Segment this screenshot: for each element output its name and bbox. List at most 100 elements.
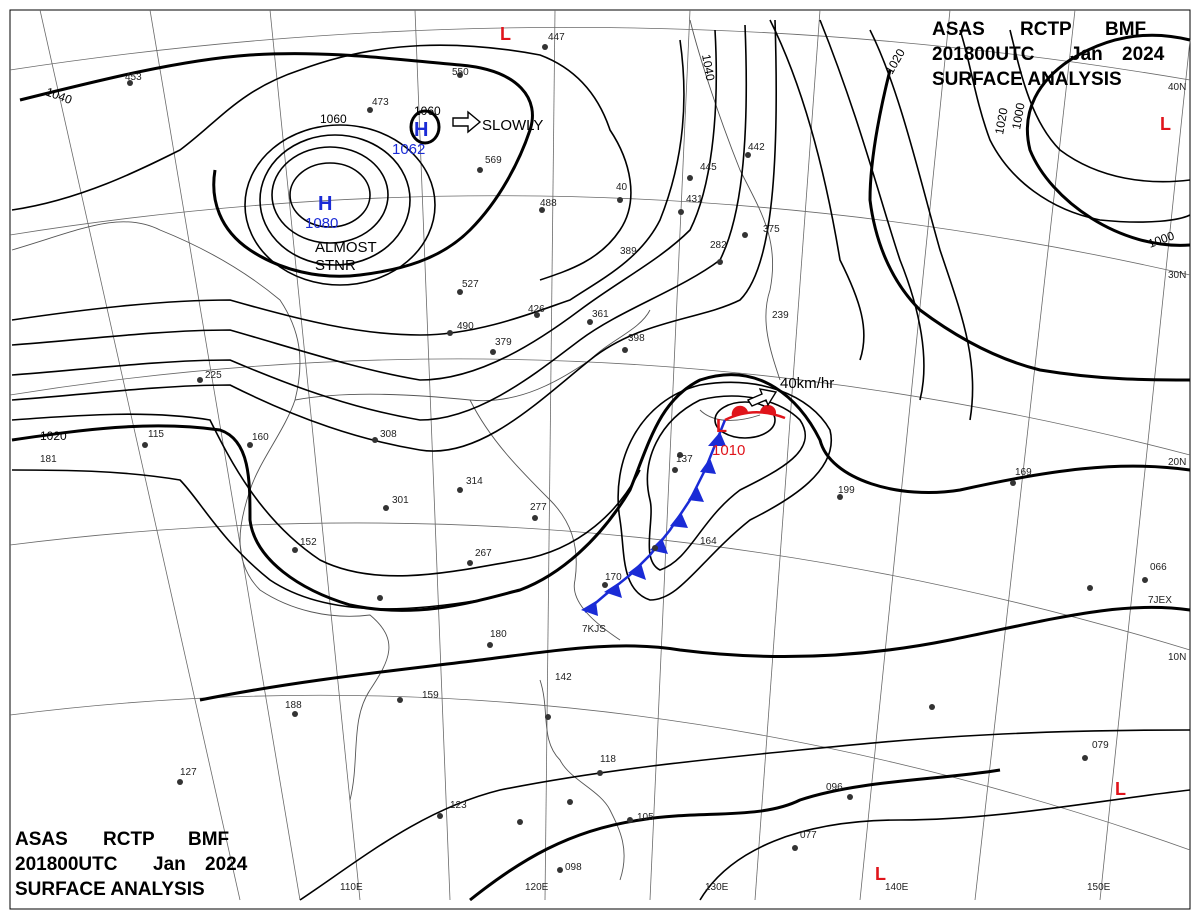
high-center-2: 1060 H 1062 SLOWLY — [392, 104, 543, 158]
station-label: 115 — [148, 429, 164, 440]
station-label: 301 — [392, 495, 409, 506]
station-label: 105 — [637, 812, 654, 823]
station-label: 199 — [838, 485, 855, 496]
station-label: 453 — [125, 72, 142, 83]
station-label: 181 — [40, 454, 57, 465]
header-time: 201800UTC — [932, 44, 1035, 65]
header-station: RCTP — [103, 829, 155, 850]
station-label: 490 — [457, 321, 474, 332]
station-label: 169 — [1015, 467, 1032, 478]
station-label: 098 — [565, 862, 582, 873]
isobar-label: 1020 — [40, 429, 67, 443]
station-markers — [127, 44, 1148, 873]
isobar-label: 1020 — [992, 106, 1010, 135]
header-month: Jan — [153, 854, 186, 875]
high-motion-label: SLOWLY — [482, 117, 543, 134]
station-label: 127 — [180, 767, 197, 778]
station-label: 447 — [548, 32, 565, 43]
header-top: ASAS RCTP BMF 201800UTC Jan 2024 SURFACE… — [932, 19, 1165, 90]
station-label: 152 — [300, 537, 317, 548]
motion-arrows — [452, 110, 778, 407]
header-title: SURFACE ANALYSIS — [932, 69, 1122, 90]
high-pressure-value: 1080 — [305, 215, 338, 232]
longitude-label: 120E — [525, 882, 549, 893]
station-label: 282 — [710, 240, 727, 251]
map-frame — [9, 9, 1191, 910]
longitude-label: 130E — [705, 882, 729, 893]
low-motion-label: 40km/hr — [780, 375, 834, 392]
station-label: 473 — [372, 97, 389, 108]
isobar-label: 1040 — [699, 53, 717, 82]
station-label: 123 — [450, 800, 467, 811]
low-letter: L — [875, 864, 886, 884]
header-year: 2024 — [205, 854, 248, 875]
high-ring-label: 1060 — [414, 104, 441, 118]
station-label: 7KJS — [582, 624, 606, 635]
high-letter: H — [318, 193, 332, 215]
station-label: 160 — [252, 432, 269, 443]
station-label: 239 — [772, 310, 789, 321]
longitude-label: 110E — [340, 882, 363, 893]
low-letter: L — [1115, 779, 1126, 799]
station-label: 442 — [748, 142, 765, 153]
station-label: 7JEX — [1148, 595, 1172, 606]
header-title: SURFACE ANALYSIS — [15, 879, 205, 900]
station-label: 550 — [452, 67, 469, 78]
header-agency: ASAS — [15, 829, 68, 850]
station-label: 488 — [540, 198, 557, 209]
parallels — [9, 26, 1191, 851]
station-label: 527 — [462, 279, 479, 290]
station-label: 398 — [628, 333, 645, 344]
cold-front — [581, 419, 727, 616]
low-pressure-value: 1010 — [712, 442, 745, 459]
high-pressure-value: 1062 — [392, 141, 425, 158]
station-labels: 447 453 550 473 569 488 40 431 445 442 375 389 282 52… — [40, 32, 1172, 873]
header-code: BMF — [1105, 19, 1146, 40]
header-month: Jan — [1070, 44, 1103, 65]
station-label: 40 — [616, 182, 628, 193]
station-label: 426 — [528, 304, 545, 315]
warm-front — [724, 404, 786, 422]
header-bottom: ASAS RCTP BMF 201800UTC Jan 2024 SURFACE… — [15, 829, 248, 900]
isobar-label: 1060 — [320, 112, 347, 126]
station-label: 389 — [620, 246, 637, 257]
header-time: 201800UTC — [15, 854, 118, 875]
station-label: 066 — [1150, 562, 1167, 573]
longitude-label: 140E — [885, 882, 909, 893]
station-label: 379 — [495, 337, 512, 348]
station-label: 375 — [763, 224, 780, 235]
header-year: 2024 — [1122, 44, 1165, 65]
latitude-label: 10N — [1168, 652, 1186, 663]
station-label: 164 — [700, 536, 717, 547]
header-code: BMF — [188, 829, 229, 850]
low-center-main: L 1010 40km/hr — [712, 375, 834, 459]
meridians — [39, 9, 1191, 901]
latitude-label: 20N — [1168, 457, 1186, 468]
high-center-1: H 1080 ALMOST STNR — [305, 193, 377, 274]
header-agency: ASAS — [932, 19, 985, 40]
station-label: 118 — [600, 754, 616, 765]
station-label: 077 — [800, 830, 817, 841]
isobars — [11, 19, 1191, 902]
isobar-label: 1000 — [1009, 101, 1027, 130]
station-label: 361 — [592, 309, 609, 320]
station-label: 142 — [555, 672, 572, 683]
station-label: 277 — [530, 502, 547, 513]
latitude-label: 40N — [1168, 82, 1186, 93]
station-label: 079 — [1092, 740, 1109, 751]
station-label: 267 — [475, 548, 492, 559]
graticule-labels: 110E 120E 130E 140E 150E 40N 30N 20N 10N — [340, 82, 1186, 893]
station-label: 137 — [676, 454, 693, 465]
header-station: RCTP — [1020, 19, 1072, 40]
station-label: 170 — [605, 572, 622, 583]
station-label: 225 — [205, 370, 222, 381]
station-label: 445 — [700, 162, 717, 173]
station-label: 159 — [422, 690, 439, 701]
station-label: 569 — [485, 155, 502, 166]
low-letter: L — [716, 416, 727, 436]
station-label: 096 — [826, 782, 843, 793]
low-letter: L — [500, 24, 511, 44]
station-label: 180 — [490, 629, 507, 640]
